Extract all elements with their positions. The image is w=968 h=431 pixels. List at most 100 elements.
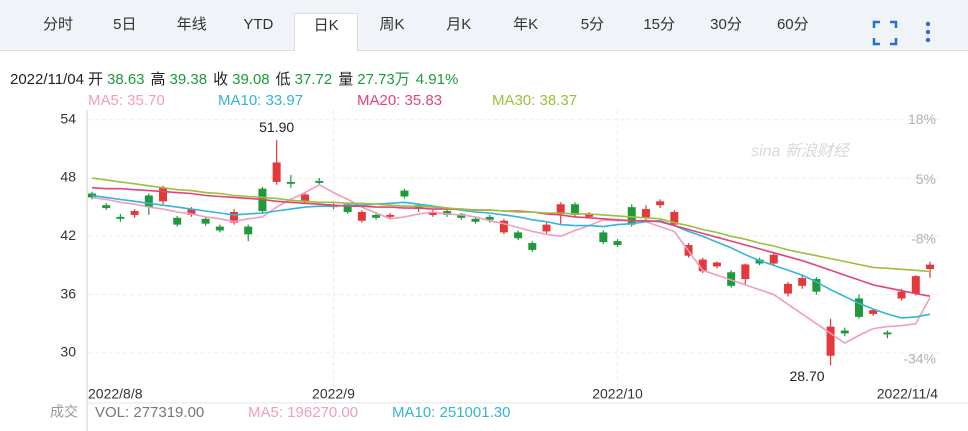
candle-body xyxy=(755,259,764,264)
candle-body xyxy=(215,226,224,231)
quote-value: 38.63 xyxy=(106,71,145,88)
tab[interactable]: 60分 xyxy=(776,16,809,33)
candle-body xyxy=(741,264,750,280)
tab[interactable]: 5日 xyxy=(113,16,137,33)
tab[interactable]: 5分 xyxy=(580,16,605,33)
tab[interactable]: 周K xyxy=(379,16,405,33)
candle-body xyxy=(556,204,565,214)
candle-body xyxy=(201,218,210,224)
candle-body xyxy=(301,194,310,202)
x-tick-label: 2022/11/4 xyxy=(877,386,938,402)
candle-body xyxy=(585,213,594,217)
volume-item: VOL: 277319.00 xyxy=(95,404,204,421)
candle-body xyxy=(443,211,452,215)
x-tick-label: 2022/10 xyxy=(592,386,643,402)
candle-body xyxy=(102,205,111,209)
candle-body xyxy=(613,241,622,246)
candle-body xyxy=(159,187,168,202)
quote-label: 开 xyxy=(87,71,103,88)
quote-label: 高 xyxy=(150,71,166,88)
ma-line xyxy=(91,177,931,273)
legend-entry: MA5: 35.70 xyxy=(88,92,165,109)
candle-body xyxy=(783,283,792,294)
quote-line: 2022/11/04 开 38.63 高 39.38 收 39.08 低 37.72 量 27.73… xyxy=(10,68,464,89)
volume-item: MA5: 196270.00 xyxy=(248,404,358,421)
candle-body xyxy=(570,204,579,215)
candle-body xyxy=(514,232,523,239)
candle-body xyxy=(286,181,295,184)
candle-body xyxy=(244,226,253,235)
candle-body xyxy=(641,209,650,218)
quote-label: 低 xyxy=(275,71,291,88)
quote-value: 37.72 xyxy=(294,71,333,88)
x-tick-label: 2022/9 xyxy=(312,386,355,402)
candle-body xyxy=(372,214,381,218)
ma-line xyxy=(91,194,931,319)
tab[interactable]: 分时 xyxy=(42,16,73,33)
quote-value: 39.38 xyxy=(169,71,208,88)
candle-body xyxy=(88,193,96,198)
candle-body xyxy=(457,213,466,218)
candle-body xyxy=(485,216,494,220)
candle-body xyxy=(627,207,636,225)
quote-value: 39.08 xyxy=(232,71,270,88)
candle-body xyxy=(130,211,139,215)
quote-date: 2022/11/04 xyxy=(10,71,84,88)
candle-body xyxy=(656,201,665,206)
candle-body xyxy=(769,254,778,264)
candle-body xyxy=(812,279,821,292)
candle-body xyxy=(187,209,196,215)
y-tick-label: 30 xyxy=(60,344,76,360)
candle-body xyxy=(428,212,437,215)
tab[interactable]: YTD xyxy=(243,16,274,33)
tab[interactable]: 年线 xyxy=(176,16,207,33)
y-tick-label: 36 xyxy=(60,285,76,301)
tab[interactable]: 月K xyxy=(446,16,472,33)
menu-icon[interactable] xyxy=(922,20,934,46)
quote-value: 4.91% xyxy=(415,71,459,88)
candle-body xyxy=(357,212,366,221)
candle-body xyxy=(386,214,395,217)
y2-tick-label: 18% xyxy=(908,111,936,127)
tab[interactable]: 日K xyxy=(294,13,359,51)
candle-body xyxy=(926,264,934,270)
candle-body xyxy=(400,190,409,197)
y2-tick-label: -8% xyxy=(911,231,936,247)
candle-body xyxy=(343,204,352,212)
quote-label: 收 xyxy=(213,71,229,88)
candle-body xyxy=(698,259,707,272)
candle-body xyxy=(840,330,849,334)
y-tick-label: 48 xyxy=(60,169,76,185)
tab[interactable]: 年K xyxy=(513,16,539,33)
legend-entry: MA10: 33.97 xyxy=(218,92,303,109)
candle-body xyxy=(542,224,551,232)
candle-body xyxy=(599,232,608,243)
tab-bar: 分时 5日 年线 YTD 日K 周K 月K 年K 5分 15分 30分 60分 xyxy=(0,0,968,51)
candle-body xyxy=(883,332,892,335)
candle-body xyxy=(854,298,863,317)
tab[interactable]: 30分 xyxy=(710,16,742,33)
y2-tick-label: -34% xyxy=(903,351,936,367)
ma-line xyxy=(91,183,931,345)
candle-body xyxy=(869,310,878,314)
y-tick-label: 54 xyxy=(60,110,76,126)
candle-body xyxy=(116,216,125,219)
candle-body xyxy=(826,326,835,356)
candle-body xyxy=(272,162,281,182)
candle-body xyxy=(144,195,153,208)
candle-body xyxy=(897,291,906,299)
candle-body xyxy=(911,276,920,294)
y-tick-label: 42 xyxy=(60,227,76,243)
watermark: sina 新浪财经 xyxy=(751,142,851,160)
tab[interactable]: 15分 xyxy=(643,16,676,33)
fullscreen-icon[interactable] xyxy=(872,20,898,46)
x-tick-label: 2022/8/8 xyxy=(88,386,143,402)
volume-item: MA10: 251001.30 xyxy=(392,404,510,421)
candle-body xyxy=(230,212,239,223)
max-label: 51.90 xyxy=(259,119,294,135)
min-label: 28.70 xyxy=(790,368,825,384)
quote-label: 量 xyxy=(338,71,354,88)
legend-entry: MA30: 38.37 xyxy=(492,92,577,109)
